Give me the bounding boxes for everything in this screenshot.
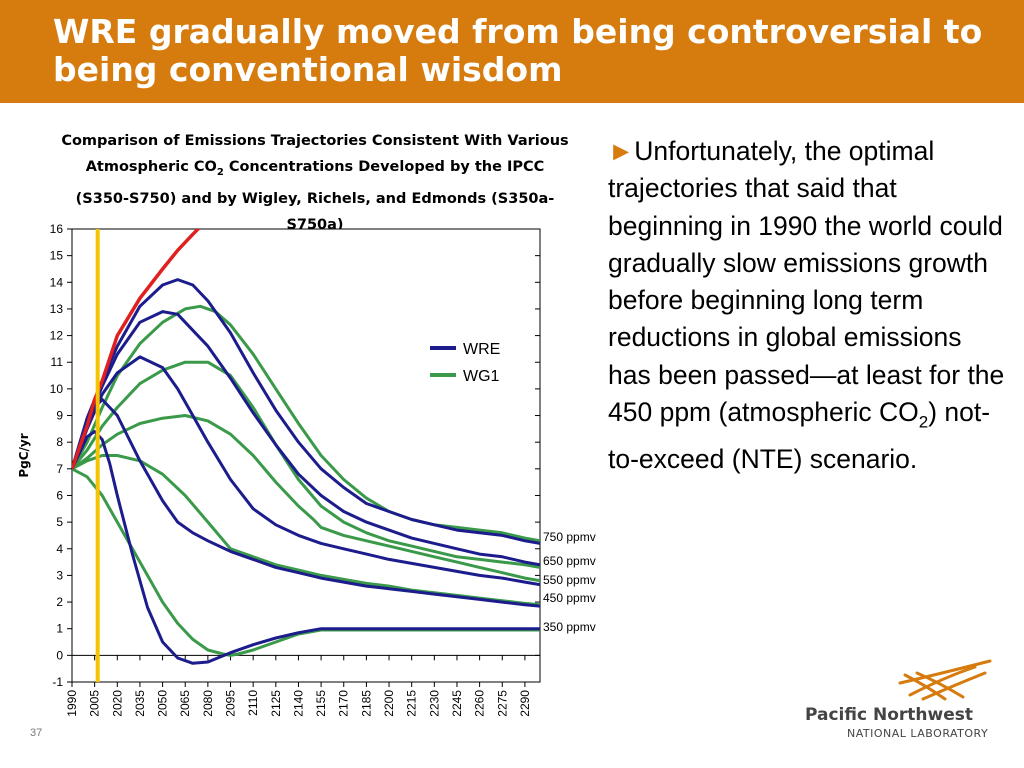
chart-title-sub: 2 <box>216 166 224 178</box>
x-tick-label: 2065 <box>178 690 192 717</box>
y-tick-label: 9 <box>56 409 63 423</box>
series-line-wg1 <box>72 414 540 583</box>
y-tick-label: 4 <box>56 542 63 556</box>
chart-title-pre: Comparison of Emissions Trajectories Con… <box>61 133 569 175</box>
y-tick-label: 11 <box>51 355 64 369</box>
x-tick-label: 2005 <box>88 690 102 717</box>
x-tick-label: 2110 <box>246 690 260 716</box>
y-tick-label: 15 <box>50 249 64 263</box>
y-tick-label: 10 <box>50 382 64 396</box>
x-tick-label: 2020 <box>110 690 124 717</box>
series-line-wg1 <box>72 304 540 543</box>
bullet-text-2: ) not-to-exceed (NTE) scenario. <box>608 397 991 474</box>
y-tick-label: 0 <box>56 648 63 662</box>
bullet-text-1: Unfortunately, the optimal trajectories … <box>608 136 1005 428</box>
y-tick-label: 1 <box>56 622 63 636</box>
logo-line1: Pacific Northwest <box>805 705 973 725</box>
y-tick-label: 2 <box>56 595 63 609</box>
y-tick-label: 13 <box>50 302 64 316</box>
series-line-wg1 <box>72 360 540 569</box>
y-tick-label: 3 <box>56 568 63 582</box>
y-tick-label: 7 <box>56 462 63 476</box>
series-line-wre <box>72 278 540 545</box>
series-line-wre <box>72 430 540 665</box>
x-tick-label: 2125 <box>269 690 283 717</box>
x-tick-label: 2275 <box>495 690 509 717</box>
y-tick-label: 14 <box>50 275 64 289</box>
bullet-text: ►Unfortunately, the optimal trajectories… <box>608 133 1008 478</box>
x-tick-label: 1990 <box>65 690 79 717</box>
y-tick-label: 12 <box>50 329 64 343</box>
slide-number: 37 <box>30 727 43 739</box>
line-label: 650 ppmv <box>543 554 596 568</box>
series-line-wre <box>72 355 540 587</box>
y-axis-label: PgC/yr <box>17 433 31 477</box>
pnnl-logo: Pacific Northwest NATIONAL LABORATORY <box>805 655 1005 745</box>
x-tick-label: 2170 <box>337 690 351 717</box>
line-label: 550 ppmv <box>543 573 596 587</box>
x-tick-label: 2260 <box>473 690 487 717</box>
x-tick-label: 2155 <box>314 690 328 717</box>
line-label: 450 ppmv <box>543 591 596 605</box>
legend-wg1-label: WG1 <box>463 368 500 385</box>
legend-wre-label: WRE <box>463 341 500 358</box>
x-tick-label: 2080 <box>201 690 215 717</box>
y-tick-label: 5 <box>56 515 63 529</box>
title-bar: WRE gradually moved from being controver… <box>0 0 1024 103</box>
y-tick-label: 8 <box>56 435 63 449</box>
slide-title: WRE gradually moved from being controver… <box>53 12 983 89</box>
x-tick-label: 2290 <box>518 690 532 717</box>
x-tick-label: 2200 <box>382 690 396 717</box>
series-line-actual <box>72 229 201 470</box>
bullet-text-sub: 2 <box>918 412 929 432</box>
x-tick-label: 2140 <box>291 690 305 717</box>
logo-line2: NATIONAL LABORATORY <box>847 727 989 740</box>
x-tick-label: 2035 <box>133 690 147 717</box>
y-tick-label: 16 <box>50 222 64 236</box>
line-label: 750 ppmv <box>543 530 596 544</box>
bullet-arrow-icon: ► <box>608 136 635 166</box>
x-tick-label: 2185 <box>359 690 373 717</box>
series-line-wre <box>72 310 540 567</box>
y-tick-label: 6 <box>56 488 63 502</box>
plot-area <box>71 228 541 683</box>
x-tick-label: 2230 <box>427 690 441 717</box>
x-tick-label: 2245 <box>450 690 464 717</box>
series-line-wre <box>72 398 540 608</box>
x-tick-label: 2095 <box>224 690 238 717</box>
y-tick-label: -1 <box>52 675 63 689</box>
logo-mark-icon <box>898 659 992 701</box>
line-label: 350 ppmv <box>543 620 596 634</box>
x-tick-label: 2215 <box>405 690 419 717</box>
x-tick-label: 2050 <box>156 690 170 717</box>
